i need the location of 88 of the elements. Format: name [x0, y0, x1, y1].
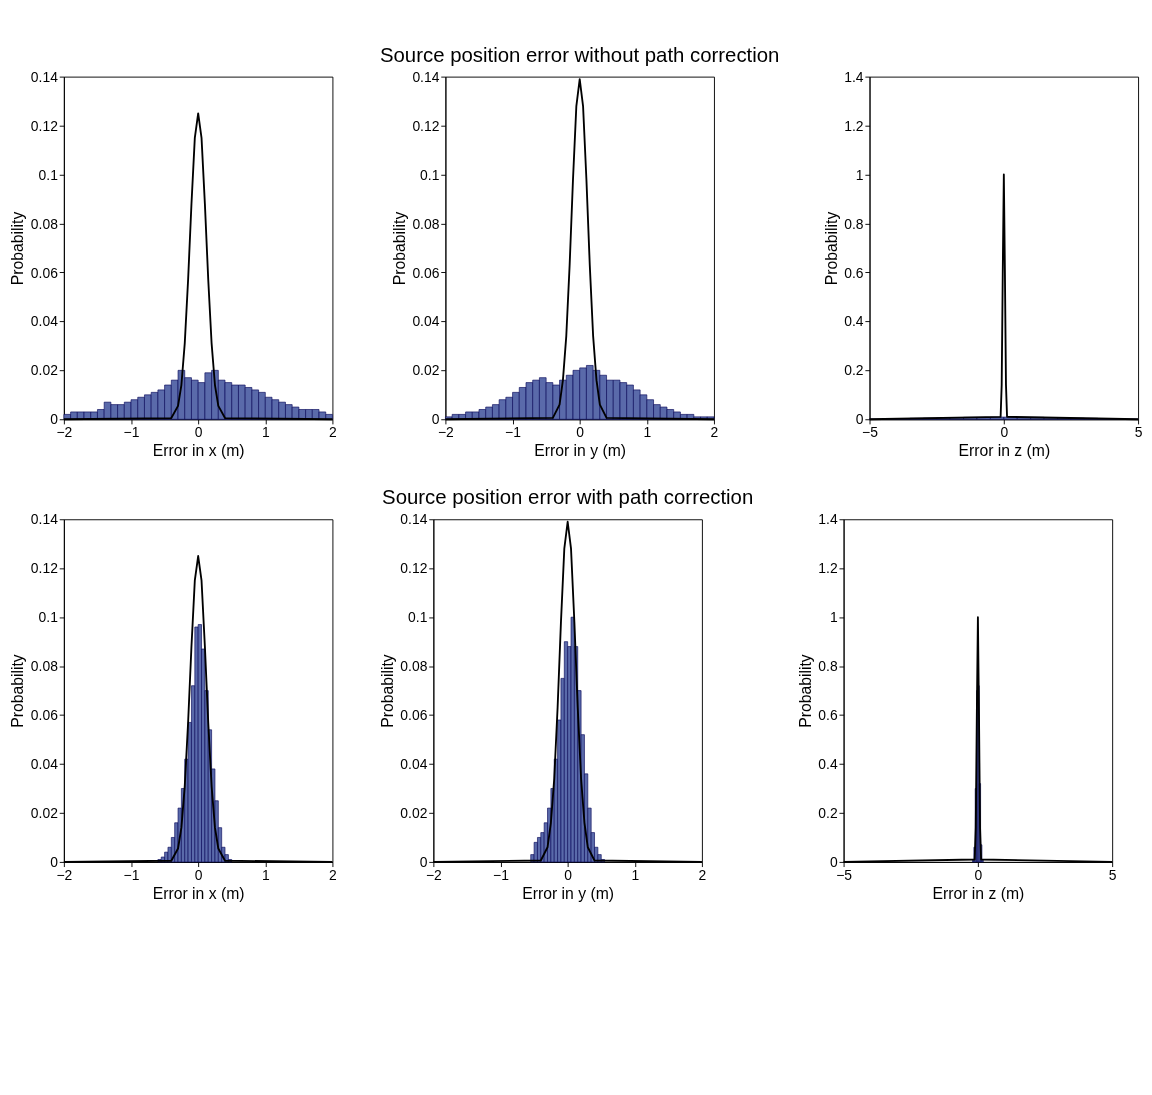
- x-tick-label: −2: [425, 867, 443, 883]
- y-tick-label: 0.08: [412, 215, 440, 232]
- y-tick-label: 0.2: [818, 805, 838, 822]
- y-tick-label: 0.06: [400, 707, 428, 724]
- x-tick-label: 0: [974, 867, 983, 883]
- y-tick-label: 0.12: [412, 117, 440, 134]
- x-axis-title: Error in z (m): [958, 441, 1051, 459]
- x-axis-title: Error in x (m): [152, 441, 245, 459]
- y-tick-label: 0.04: [412, 313, 440, 330]
- x-tick-label: 0: [194, 867, 203, 883]
- x-tick-label: 2: [698, 867, 707, 883]
- y-tick-label: 0.12: [30, 560, 59, 577]
- y-tick-label: 0: [431, 411, 440, 428]
- x-tick-label: 5: [1134, 424, 1143, 441]
- x-tick-label: 1: [261, 867, 270, 883]
- y-tick-label: 0.04: [400, 756, 428, 773]
- y-tick-label: 0: [50, 411, 59, 428]
- y-tick-label: 1.4: [844, 68, 864, 85]
- y-tick-label: 0: [829, 854, 838, 871]
- x-tick-label: −2: [56, 867, 73, 883]
- y-tick-label: 0.12: [30, 117, 59, 134]
- y-tick-label: 0.02: [30, 805, 59, 822]
- y-tick-label: 1.4: [818, 511, 838, 528]
- y-tick-label: 0.1: [38, 166, 59, 183]
- y-tick-label: 0.8: [818, 658, 838, 675]
- x-tick-label: 5: [1108, 867, 1117, 883]
- x-tick-label: −2: [437, 424, 455, 441]
- y-tick-label: 0.14: [400, 511, 428, 528]
- x-tick-label: 2: [329, 867, 338, 883]
- x-tick-label: −1: [123, 867, 140, 883]
- y-tick-label: 0.14: [412, 68, 440, 85]
- y-axis-title: Probability: [9, 211, 27, 286]
- y-tick-label: 1.2: [844, 117, 864, 134]
- y-tick-label: 0.1: [420, 166, 440, 183]
- y-tick-label: 0.04: [30, 313, 59, 330]
- y-tick-label: 1: [829, 609, 838, 626]
- x-axis-title: Error in y (m): [522, 884, 615, 902]
- x-tick-label: 0: [576, 424, 585, 441]
- y-tick-label: 1: [855, 166, 864, 183]
- y-tick-label: 0.14: [30, 511, 59, 528]
- y-tick-label: 0.4: [844, 313, 864, 330]
- y-tick-label: 0.06: [30, 707, 59, 724]
- y-tick-label: 0.02: [400, 805, 428, 822]
- y-tick-label: 0.8: [844, 215, 864, 232]
- y-tick-label: 0.14: [30, 68, 59, 85]
- y-axis-title: Probability: [390, 211, 408, 286]
- y-tick-label: 0.08: [30, 658, 59, 675]
- x-tick-label: −1: [505, 424, 522, 441]
- y-axis-title: Probability: [822, 211, 840, 286]
- x-axis-title: Error in x (m): [152, 884, 245, 902]
- y-tick-label: 0: [419, 854, 428, 871]
- x-tick-label: 1: [643, 424, 652, 441]
- y-tick-label: 0.1: [408, 609, 428, 626]
- x-tick-label: 1: [261, 424, 270, 441]
- x-tick-label: 1: [631, 867, 640, 883]
- x-tick-label: 0: [564, 867, 573, 883]
- y-tick-label: 0.6: [818, 707, 838, 724]
- chart-title: Source position error without path correction: [379, 43, 780, 66]
- y-axis-title: Probability: [9, 654, 27, 728]
- x-tick-label: −5: [836, 867, 853, 883]
- y-axis-title: Probability: [378, 654, 396, 728]
- x-tick-label: −5: [862, 424, 879, 441]
- x-tick-label: −2: [56, 424, 73, 441]
- y-tick-label: 0: [855, 411, 864, 428]
- x-tick-label: 0: [1000, 424, 1009, 441]
- y-tick-label: 0.06: [30, 264, 59, 281]
- x-tick-label: −1: [493, 867, 510, 883]
- y-tick-label: 0.06: [412, 264, 440, 281]
- y-tick-label: 0.2: [844, 362, 864, 379]
- x-tick-label: 2: [329, 424, 338, 441]
- x-tick-label: 2: [710, 424, 719, 441]
- y-tick-label: 0.02: [412, 362, 440, 379]
- y-axis-title: Probability: [796, 654, 814, 728]
- x-axis-title: Error in y (m): [534, 441, 627, 459]
- y-tick-label: 0.08: [400, 658, 428, 675]
- y-tick-label: 0.04: [30, 756, 59, 773]
- y-tick-label: 1.2: [818, 560, 838, 577]
- y-tick-label: 0.02: [30, 362, 59, 379]
- y-tick-label: 0.12: [400, 560, 428, 577]
- y-tick-label: 0.6: [844, 264, 864, 281]
- x-tick-label: −1: [123, 424, 140, 441]
- x-axis-title: Error in z (m): [932, 884, 1025, 902]
- chart-title: Source position error with path correction: [382, 486, 754, 509]
- y-tick-label: 0.08: [30, 215, 59, 232]
- y-tick-label: 0.1: [38, 609, 59, 626]
- x-tick-label: 0: [194, 424, 203, 441]
- y-tick-label: 0.4: [818, 756, 838, 773]
- y-tick-label: 0: [50, 854, 59, 871]
